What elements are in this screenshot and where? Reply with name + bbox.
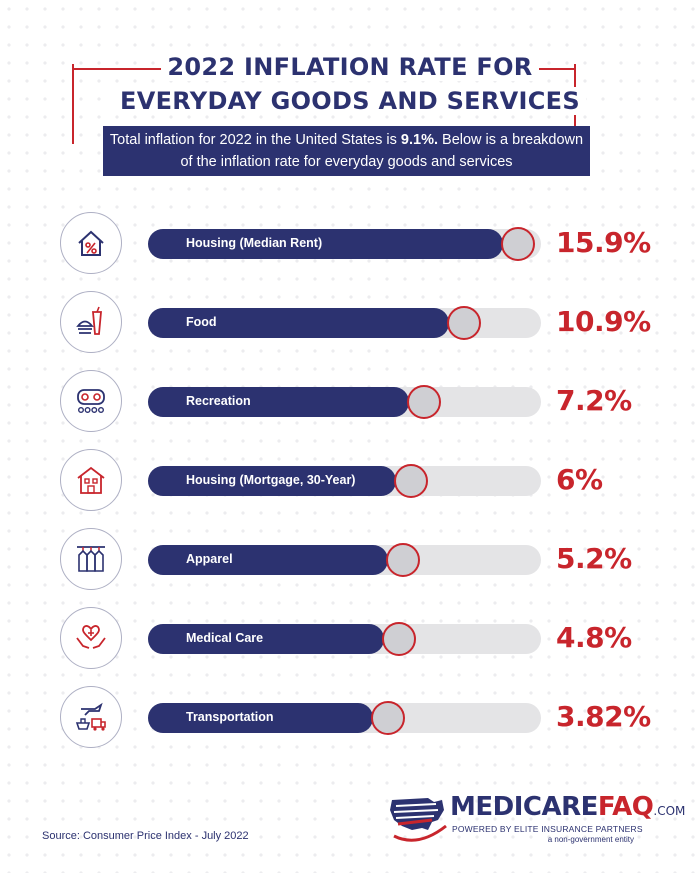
bar-end-knob (447, 306, 482, 340)
bar-track: Recreation (148, 385, 541, 419)
bar-end-knob (501, 227, 535, 261)
subtitle-text-bold: 9.1%. (400, 132, 438, 148)
bar-row: Housing (Median Rent) 15.9% (0, 212, 700, 282)
source-note: Source: Consumer Price Index - July 2022 (42, 830, 249, 842)
category-icon-circle (60, 370, 122, 432)
medicarefaq-logo: MEDICAREFAQ.COM POWERED BY ELITE INSURAN… (388, 790, 688, 850)
bar-track: Apparel (148, 543, 541, 577)
bar-end-knob (381, 622, 416, 656)
bar-row: Medical Care 4.8% (0, 607, 700, 677)
clothes-rack-icon (77, 546, 105, 572)
logo-part-2: FAQ (597, 792, 654, 822)
bar-track: Housing (Mortgage, 30-Year) (148, 464, 541, 498)
house-percent-icon (78, 230, 104, 256)
value-label: 5.2% (556, 542, 632, 575)
bar-end-knob (394, 464, 429, 498)
logo-wordmark: MEDICAREFAQ.COM (450, 792, 685, 822)
bar-label: Food (186, 315, 217, 329)
bar-row: Transportation 3.82% (0, 686, 700, 756)
value-label: 4.8% (556, 621, 632, 654)
bar-label: Housing (Median Rent) (186, 236, 323, 250)
category-icon-circle (60, 528, 122, 590)
subtitle-banner: Total inflation for 2022 in the United S… (103, 126, 590, 176)
bar-track: Food (148, 306, 541, 340)
value-label: 7.2% (556, 384, 632, 417)
category-icon-circle (60, 449, 122, 511)
bar-fill (148, 308, 450, 338)
heart-in-hands-icon (76, 625, 106, 649)
bar-row: Food 10.9% (0, 291, 700, 361)
bar-fill (148, 703, 373, 733)
bar-row: Housing (Mortgage, 30-Year) 6% (0, 449, 700, 519)
value-label: 3.82% (556, 700, 651, 733)
bar-row: Apparel 5.2% (0, 528, 700, 598)
bar-fill (148, 387, 410, 417)
logo-part-1: MEDICARE (450, 792, 598, 822)
bar-label: Apparel (186, 552, 233, 566)
bar-track: Transportation (148, 701, 541, 735)
bar-label: Medical Care (186, 631, 264, 645)
category-icon-circle (60, 607, 122, 669)
bar-end-knob (371, 701, 405, 735)
category-icon-circle (60, 212, 122, 274)
logo-tagline: POWERED BY ELITE INSURANCE PARTNERS (452, 824, 643, 834)
bar-fill (148, 624, 384, 654)
subtitle-text-pre: Total inflation for 2022 in the United S… (109, 132, 401, 148)
bar-row: Recreation 7.2% (0, 370, 700, 440)
category-icon-circle (60, 686, 122, 748)
title-line-2: EVERYDAY GOODS AND SERVICES (114, 87, 586, 115)
bar-fill (148, 229, 503, 259)
page-title: 2022 INFLATION RATE FOR EVERYDAY GOODS A… (0, 50, 700, 118)
bar-label: Housing (Mortgage, 30-Year) (186, 473, 356, 487)
bar-end-knob (385, 543, 420, 577)
bar-label: Recreation (186, 394, 251, 408)
game-controller-icon (77, 389, 105, 414)
value-label: 6% (556, 463, 603, 496)
value-label: 10.9% (556, 305, 651, 338)
logo-tagline-2: a non-government entity (547, 835, 634, 844)
subtitle-text-post: Below is a breakdown of the inflation ra… (180, 132, 584, 170)
bar-label: Transportation (186, 710, 274, 724)
bar-fill (148, 545, 388, 575)
category-icon-circle (60, 291, 122, 353)
value-label: 15.9% (556, 226, 651, 259)
fast-food-icon (76, 306, 102, 335)
bar-end-knob (407, 385, 442, 419)
title-line-1: 2022 INFLATION RATE FOR (161, 53, 539, 81)
us-map-logo-icon (390, 798, 447, 842)
transport-icon (75, 702, 106, 731)
apartment-building-icon (77, 466, 105, 494)
bar-track: Housing (Median Rent) (148, 227, 541, 261)
bar-track: Medical Care (148, 622, 541, 656)
logo-part-3: .COM (653, 804, 686, 818)
bar-fill (148, 466, 397, 496)
